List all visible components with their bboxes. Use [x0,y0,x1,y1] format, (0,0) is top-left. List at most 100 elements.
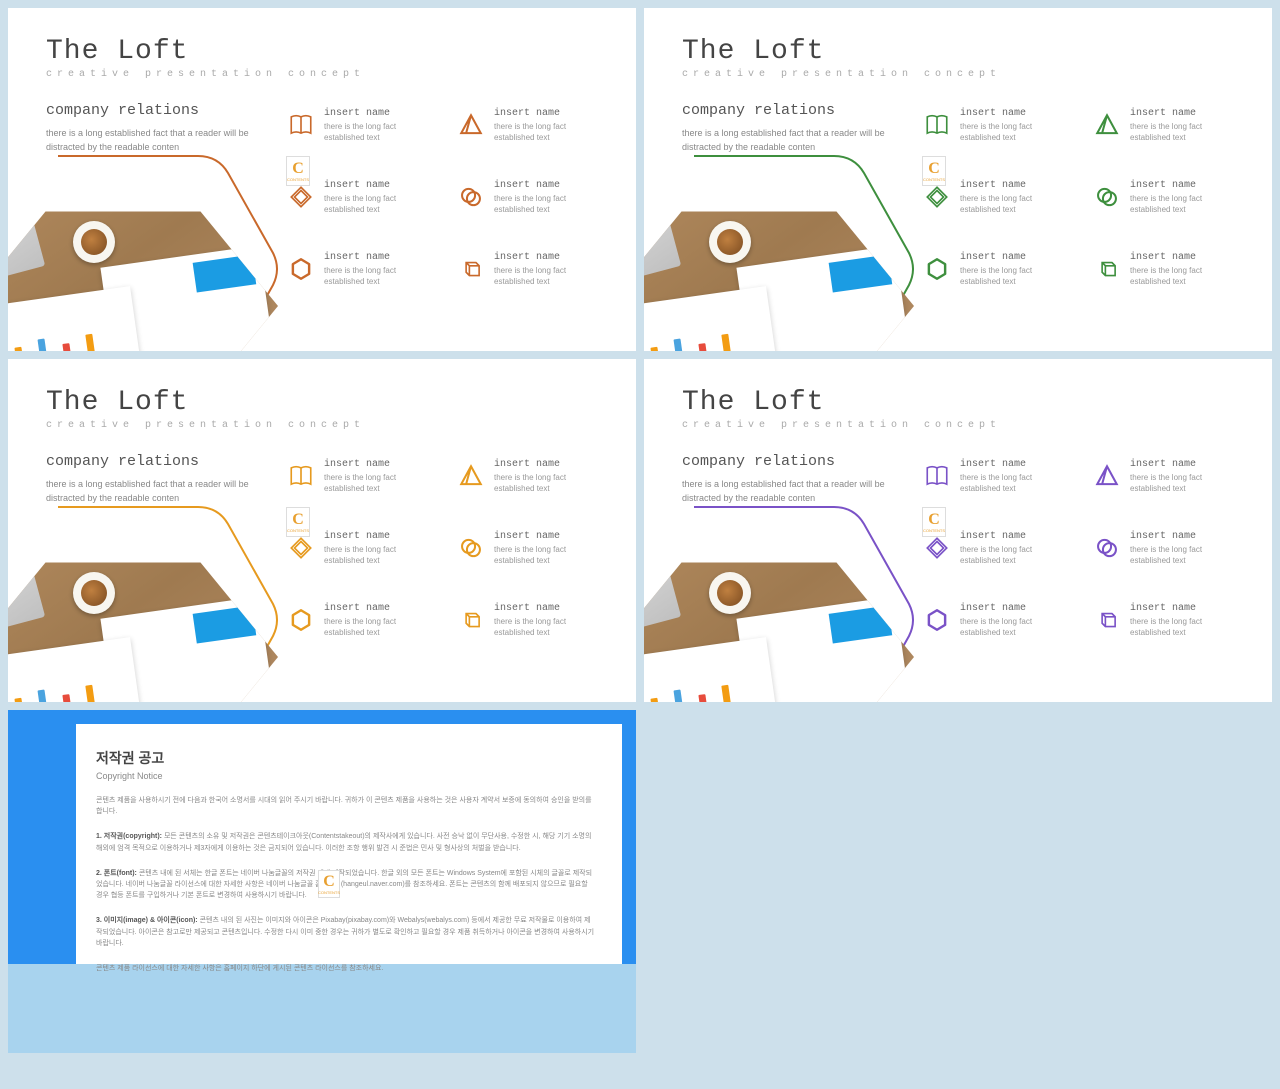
feature-icon [1094,256,1120,282]
features-grid: insert name there is the long factestabl… [924,108,1254,320]
feature-icon [288,463,314,489]
decor-band [8,710,76,964]
feature-desc: there is the long factestablished text [324,472,396,494]
feature-name: insert name [494,108,566,119]
feature-icon [288,112,314,138]
feature-name: insert name [960,180,1032,191]
slide-title: The Loft [46,387,598,418]
feature-desc: there is the long factestablished text [324,265,396,287]
feature-desc: there is the long factestablished text [494,472,566,494]
feature-icon [288,535,314,561]
copyright-subtitle: Copyright Notice [96,771,596,781]
feature-desc: there is the long factestablished text [960,472,1032,494]
feature-icon [924,184,950,210]
copyright-para: 콘텐츠 제품 라이선스에 대한 자세한 사항은 홈페이지 하단에 게시된 콘텐츠… [96,963,596,974]
feature-name: insert name [324,180,396,191]
feature-item: insert name there is the long factestabl… [924,531,1084,599]
feature-name: insert name [1130,180,1202,191]
feature-desc: there is the long factestablished text [494,616,566,638]
feature-name: insert name [494,252,566,263]
feature-icon [1094,463,1120,489]
feature-item: insert name there is the long factestabl… [288,459,448,527]
feature-name: insert name [324,252,396,263]
feature-item: insert name there is the long factestabl… [288,180,448,248]
badge-letter: C [323,874,335,890]
feature-desc: there is the long factestablished text [494,193,566,215]
feature-item: insert name there is the long factestabl… [288,108,448,176]
feature-name: insert name [494,531,566,542]
feature-icon [458,112,484,138]
slide-grid: The Loft creative presentation concept c… [8,8,1272,1053]
feature-desc: there is the long factestablished text [960,544,1032,566]
feature-name: insert name [494,603,566,614]
feature-item: insert name there is the long factestabl… [458,108,618,176]
feature-name: insert name [324,603,396,614]
decor-band [622,710,636,1053]
copyright-para: 2. 폰트(font): 콘텐츠 내에 된 서체는 한글 폰트는 네이버 나눔글… [96,868,596,902]
feature-item: insert name there is the long factestabl… [924,108,1084,176]
feature-desc: there is the long factestablished text [1130,121,1202,143]
feature-icon [458,607,484,633]
feature-item: insert name there is the long factestabl… [458,531,618,599]
slide-variant-2: The Loft creative presentation concept c… [644,8,1272,351]
feature-desc: there is the long factestablished text [1130,472,1202,494]
feature-name: insert name [324,459,396,470]
feature-item: insert name there is the long factestabl… [458,603,618,671]
feature-name: insert name [324,108,396,119]
feature-desc: there is the long factestablished text [960,616,1032,638]
feature-desc: there is the long factestablished text [1130,193,1202,215]
feature-icon [458,184,484,210]
feature-name: insert name [960,459,1032,470]
copyright-para: 1. 저작권(copyright): 모든 콘텐츠의 소유 및 저작권은 콘텐츠… [96,831,596,853]
feature-desc: there is the long factestablished text [1130,616,1202,638]
feature-name: insert name [494,180,566,191]
feature-name: insert name [494,459,566,470]
feature-item: insert name there is the long factestabl… [924,252,1084,320]
decor-band [8,964,636,1053]
features-grid: insert name there is the long factestabl… [288,108,618,320]
feature-icon [1094,184,1120,210]
feature-name: insert name [960,252,1032,263]
feature-item: insert name there is the long factestabl… [288,603,448,671]
feature-icon [924,256,950,282]
slide-subtitle: creative presentation concept [46,420,598,431]
slide-subtitle: creative presentation concept [46,69,598,80]
feature-desc: there is the long factestablished text [494,265,566,287]
features-grid: insert name there is the long factestabl… [924,459,1254,671]
feature-icon [288,607,314,633]
feature-name: insert name [1130,459,1202,470]
feature-name: insert name [960,531,1032,542]
feature-desc: there is the long factestablished text [494,544,566,566]
feature-name: insert name [960,603,1032,614]
feature-name: insert name [324,531,396,542]
copyright-para: 3. 이미지(image) & 아이콘(icon): 콘텐츠 내의 된 사진는 … [96,915,596,949]
feature-item: insert name there is the long factestabl… [1094,252,1254,320]
slide-subtitle: creative presentation concept [682,420,1234,431]
feature-item: insert name there is the long factestabl… [924,180,1084,248]
feature-desc: there is the long factestablished text [960,121,1032,143]
feature-name: insert name [960,108,1032,119]
slide-variant-4: The Loft creative presentation concept c… [644,359,1272,702]
feature-item: insert name there is the long factestabl… [1094,180,1254,248]
feature-icon [288,184,314,210]
feature-icon [458,463,484,489]
feature-icon [924,607,950,633]
badge-subtext: CONTENTS [318,890,340,895]
feature-item: insert name there is the long factestabl… [458,252,618,320]
slide-title: The Loft [682,36,1234,67]
copyright-title: 저작권 공고 [96,748,596,768]
feature-icon [924,535,950,561]
feature-item: insert name there is the long factestabl… [924,459,1084,527]
feature-item: insert name there is the long factestabl… [924,603,1084,671]
copyright-para: 콘텐츠 제품을 사용하시기 전에 다음과 한국어 소명서를 시대의 읽어 주시기… [96,795,596,817]
feature-name: insert name [1130,531,1202,542]
feature-item: insert name there is the long factestabl… [288,252,448,320]
feature-desc: there is the long factestablished text [960,193,1032,215]
feature-desc: there is the long factestablished text [324,544,396,566]
feature-desc: there is the long factestablished text [324,193,396,215]
copyright-content: 저작권 공고 Copyright Notice 콘텐츠 제품을 사용하시기 전에… [96,748,596,974]
feature-icon [1094,535,1120,561]
brand-badge: C CONTENTS [318,870,340,898]
features-grid: insert name there is the long factestabl… [288,459,618,671]
feature-icon [1094,112,1120,138]
